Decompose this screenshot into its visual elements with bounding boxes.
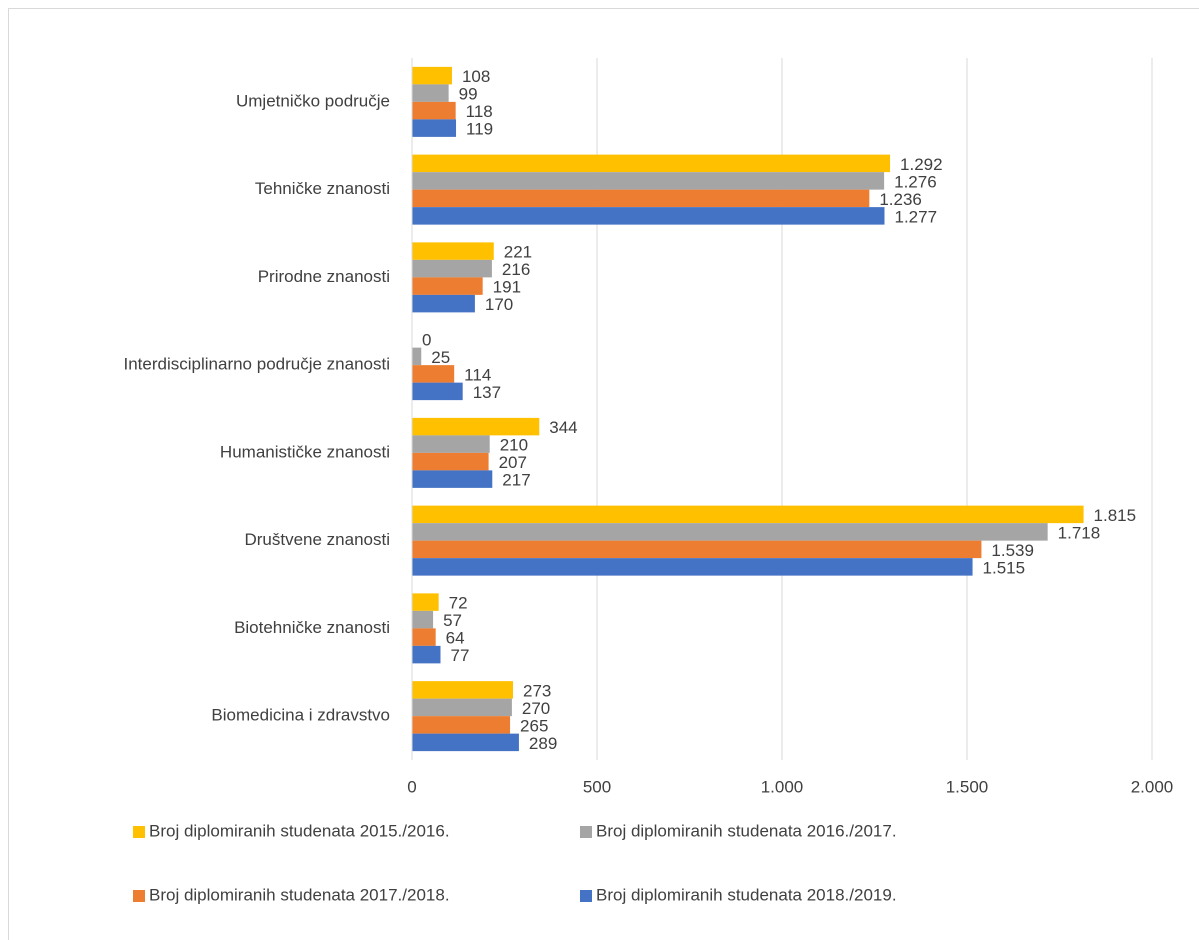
data-label: 64 (446, 629, 465, 648)
bar (412, 277, 483, 295)
bar (412, 610, 434, 629)
y-tick-label: Umjetničko područje (236, 91, 390, 110)
data-label: 1.277 (894, 207, 937, 226)
data-label: 344 (549, 418, 577, 437)
y-tick-label: Biomedicina i zdravstvo (211, 706, 390, 725)
bar (412, 733, 519, 752)
bar (412, 347, 422, 366)
data-label: 108 (462, 67, 490, 86)
data-label: 216 (502, 260, 530, 279)
legend-label: Broj diplomiranih studenata 2016./2017. (596, 821, 897, 840)
y-tick-label: Prirodne znanosti (258, 267, 390, 286)
x-tick-label: 1.500 (946, 777, 989, 796)
bar (412, 645, 441, 664)
y-tick-label: Interdisciplinarno područje znanosti (124, 355, 391, 374)
x-tick-label: 2.000 (1131, 777, 1174, 796)
bar (412, 207, 885, 225)
data-label: 77 (450, 646, 469, 665)
data-label: 289 (529, 734, 557, 753)
bar (412, 172, 885, 190)
y-tick-label: Humanističke znanosti (220, 442, 390, 461)
data-label: 137 (473, 383, 501, 402)
x-tick-label: 1.000 (761, 777, 804, 796)
bar (412, 698, 512, 717)
bar (412, 365, 455, 383)
data-label: 1.292 (900, 155, 943, 174)
data-label: 99 (459, 85, 478, 104)
data-label: 1.515 (983, 558, 1026, 577)
y-tick-label: Biotehničke znanosti (234, 618, 390, 637)
data-label: 273 (523, 681, 551, 700)
data-label: 1.815 (1094, 506, 1137, 525)
data-label: 0 (422, 330, 431, 349)
legend-swatch (133, 826, 145, 838)
data-label: 265 (520, 716, 548, 735)
chart-border (8, 8, 1199, 940)
bar (412, 189, 870, 208)
bar (412, 154, 891, 173)
bar (412, 505, 1084, 524)
data-label: 270 (522, 699, 550, 718)
bar (412, 540, 982, 559)
data-label: 1.539 (991, 541, 1034, 560)
data-label: 1.276 (894, 172, 937, 191)
data-label: 57 (443, 611, 462, 630)
bar (412, 523, 1048, 541)
data-label: 221 (504, 243, 532, 262)
data-label: 72 (449, 594, 468, 613)
data-label: 207 (499, 453, 527, 472)
data-label: 1.718 (1058, 523, 1101, 542)
data-label: 119 (466, 120, 493, 139)
bar (412, 294, 475, 313)
bar (412, 558, 973, 576)
bar (412, 593, 439, 611)
data-label: 217 (502, 471, 530, 490)
bar (412, 101, 456, 120)
bar (412, 119, 457, 137)
bar (412, 242, 494, 260)
x-tick-label: 500 (583, 777, 611, 796)
bar (412, 452, 489, 471)
bar (412, 417, 540, 436)
data-label: 1.236 (879, 190, 922, 209)
bar (412, 66, 452, 85)
bar (412, 382, 463, 401)
x-tick-label: 0 (407, 777, 416, 796)
bar (412, 681, 514, 699)
data-label: 170 (485, 295, 513, 314)
data-label: 25 (431, 348, 450, 367)
bar (412, 259, 492, 278)
legend-label: Broj diplomiranih studenata 2018./2019. (596, 885, 897, 904)
legend-swatch (133, 890, 145, 902)
data-label: 191 (493, 278, 521, 297)
y-tick-label: Društvene znanosti (244, 530, 390, 549)
legend-swatch (580, 890, 592, 902)
bar (412, 470, 493, 488)
data-label: 210 (500, 436, 528, 455)
legend-swatch (580, 826, 592, 838)
legend-label: Broj diplomiranih studenata 2015./2016. (149, 821, 450, 840)
bar (412, 84, 449, 102)
y-tick-label: Tehničke znanosti (255, 179, 390, 198)
legend-label: Broj diplomiranih studenata 2017./2018. (149, 885, 450, 904)
data-label: 118 (466, 102, 493, 121)
data-label: 114 (464, 365, 491, 384)
bar (412, 628, 436, 646)
bar (412, 435, 490, 453)
bar (412, 716, 511, 734)
